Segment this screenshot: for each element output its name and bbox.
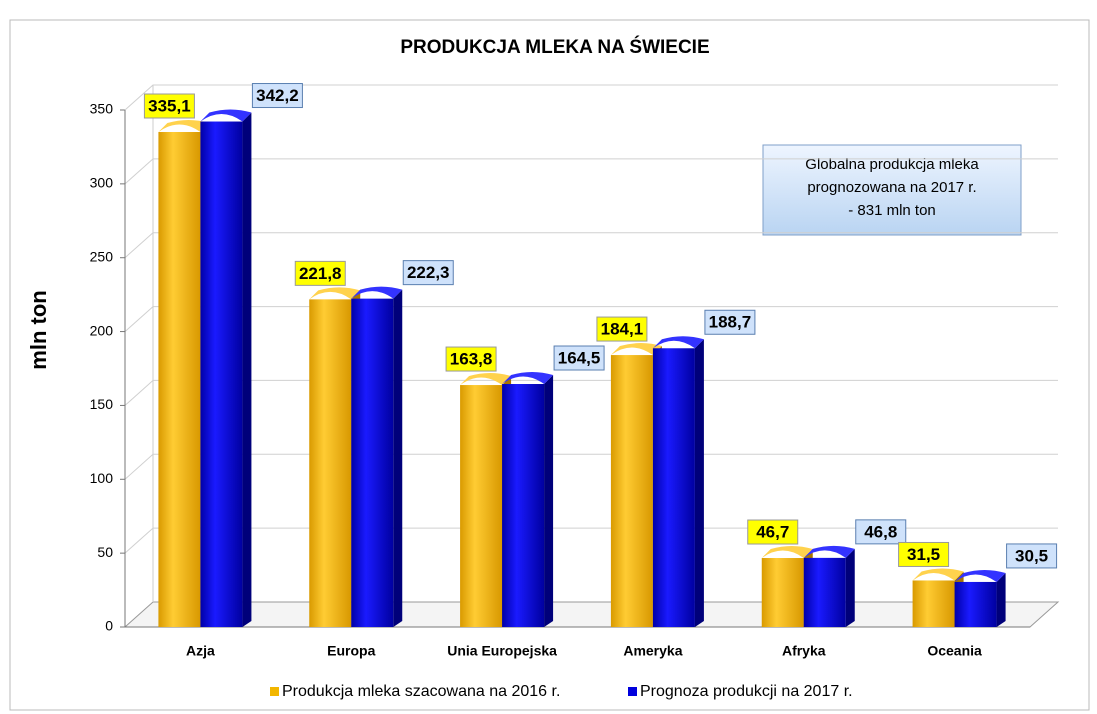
y-tick-label: 50 — [97, 544, 113, 560]
x-tick-label: Afryka — [782, 643, 826, 659]
value-label-box — [704, 309, 756, 335]
bar-top — [761, 546, 813, 559]
bar — [200, 121, 243, 627]
value-label-box — [898, 541, 950, 567]
grid-line — [124, 84, 1058, 111]
bar-top — [652, 336, 704, 349]
value-label: 335,1 — [148, 96, 191, 115]
x-tick-label: Europa — [327, 643, 375, 659]
bar-top — [351, 286, 403, 299]
value-label-box — [251, 83, 303, 109]
bar-top — [309, 287, 361, 300]
legend-label: Prognoza produkcji na 2017 r. — [640, 683, 853, 700]
bar-top — [158, 120, 210, 133]
annotation: prognozowana na 2017 r. — [807, 179, 976, 196]
bar-side — [996, 572, 1006, 627]
y-tick-label: 350 — [90, 101, 114, 117]
bar-top — [200, 109, 252, 122]
value-label-box — [596, 316, 648, 342]
value-label: 342,2 — [256, 86, 299, 105]
bar-side — [393, 289, 403, 627]
grid-line — [124, 379, 1058, 406]
value-label: 164,5 — [558, 348, 601, 367]
y-tick-label: 150 — [90, 396, 114, 412]
value-label: 30,5 — [1015, 546, 1048, 565]
annotation: Globalna produkcja mleka — [805, 156, 979, 173]
value-label: 222,3 — [407, 263, 450, 282]
bar-top — [460, 373, 512, 386]
value-label-box — [143, 93, 195, 119]
y-tick-label: 300 — [90, 175, 114, 191]
x-tick-label: Unia Europejska — [447, 643, 557, 659]
y-axis-label: mln ton — [26, 290, 51, 369]
bar-top — [912, 568, 964, 581]
annotation-box — [762, 144, 1022, 236]
bar — [158, 132, 201, 627]
y-tick-label: 0 — [105, 618, 113, 634]
bar-top — [803, 545, 855, 558]
bar-top — [954, 569, 1006, 582]
bar — [912, 580, 955, 627]
value-label-box — [294, 260, 346, 286]
bar — [309, 299, 352, 627]
bar-side — [845, 548, 855, 627]
value-label-box — [445, 346, 497, 372]
legend-swatch — [628, 687, 637, 696]
x-tick-label: Azja — [186, 643, 215, 659]
bar — [954, 581, 997, 627]
bar-side — [694, 339, 704, 627]
grid-line — [124, 306, 1058, 332]
bar — [610, 355, 653, 627]
x-tick-label: Ameryka — [623, 643, 682, 659]
value-label-box — [1006, 543, 1058, 569]
bar — [761, 558, 804, 627]
bar-side — [242, 112, 252, 627]
value-label: 188,7 — [709, 313, 752, 332]
bar — [351, 298, 394, 627]
bar — [502, 384, 545, 627]
y-tick-label: 100 — [90, 470, 114, 486]
annotation: - 831 mln ton — [848, 202, 936, 219]
value-label-box — [553, 345, 605, 371]
y-tick-label: 200 — [90, 322, 114, 338]
value-label: 221,8 — [299, 264, 342, 283]
bar — [460, 385, 503, 627]
grid-line — [124, 232, 1058, 259]
value-label: 31,5 — [907, 545, 940, 564]
bar — [803, 557, 846, 627]
legend-label: Produkcja mleka szacowana na 2016 r. — [282, 683, 560, 700]
value-label-box — [747, 519, 799, 545]
x-tick-label: Oceania — [927, 643, 982, 659]
grid-line — [124, 453, 1058, 480]
bar-top — [610, 343, 662, 356]
grid-line — [124, 158, 1058, 185]
value-label: 46,7 — [756, 523, 789, 542]
bar-top — [502, 372, 554, 385]
bar-side — [544, 375, 554, 627]
value-label-box — [855, 519, 907, 545]
y-tick-label: 250 — [90, 248, 114, 264]
value-label: 184,1 — [601, 320, 644, 339]
legend-swatch — [270, 687, 279, 696]
chart-title: PRODUKCJA MLEKA NA ŚWIECIE — [400, 36, 709, 58]
value-label: 163,8 — [450, 350, 493, 369]
bar — [652, 348, 695, 627]
value-label-box — [402, 260, 454, 286]
value-label: 46,8 — [864, 522, 897, 541]
